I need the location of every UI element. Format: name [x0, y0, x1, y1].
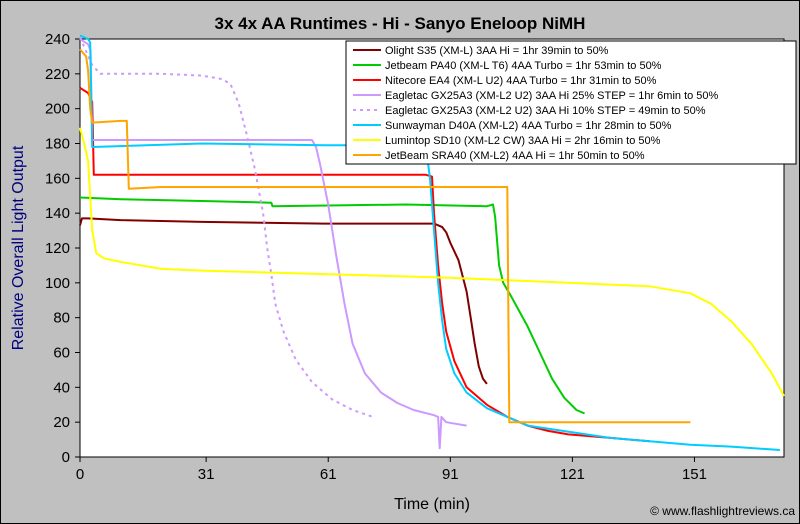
legend-entry: Eagletac GX25A3 (XM-L2 U2) 3AA Hi 10% ST…	[385, 105, 706, 117]
x-tick-label: 0	[76, 466, 84, 483]
x-tick-label: 31	[198, 466, 215, 483]
legend-entry: Eagletac GX25A3 (XM-L2 U2) 3AA Hi 25% ST…	[385, 90, 719, 102]
y-tick-label: 240	[45, 31, 70, 48]
series-line-3	[79, 86, 650, 443]
legend: Olight S35 (XM-L) 3AA Hi = 1hr 39min to …	[345, 40, 797, 165]
series-line-4	[79, 38, 467, 450]
series-line-1	[79, 217, 488, 385]
x-axis-label: Time (min)	[394, 496, 470, 513]
legend-box	[345, 40, 797, 165]
y-tick-label: 180	[45, 136, 70, 153]
y-tick-label: 20	[53, 414, 70, 431]
legend-entry: Sunwayman D40A (XM-L2) 4AA Turbo = 1hr 2…	[385, 120, 672, 132]
y-tick-label: 140	[45, 205, 70, 222]
x-axis: 0 31 61 91 121 151	[76, 457, 707, 483]
legend-entry: JetBeam SRA40 (XM-L2) 4AA Hi = 1hr 50min…	[385, 150, 645, 162]
legend-entry: Lumintop SD10 (XM-L2 CW) 3AA Hi = 2hr 16…	[385, 135, 661, 147]
credit-text: © www.flashlightreviews.ca	[650, 504, 795, 518]
y-tick-label: 60	[53, 345, 70, 362]
y-tick-label: 80	[53, 310, 70, 327]
series-line-7	[79, 127, 785, 397]
y-tick-label: 0	[62, 449, 70, 466]
x-tick-label: 121	[560, 466, 585, 483]
chart-title: 3x 4x AA Runtimes - Hi - Sanyo Eneloop N…	[215, 14, 586, 33]
y-tick-label: 160	[45, 170, 70, 187]
series-line-8	[79, 48, 691, 424]
y-tick-label: 40	[53, 379, 70, 396]
legend-entry: Jetbeam PA40 (XM-L T6) 4AA Turbo = 1hr 5…	[385, 60, 662, 72]
y-tick-label: 220	[45, 66, 70, 83]
legend-entry: Nitecore EA4 (XM-L U2) 4AA Turbo = 1hr 3…	[385, 75, 657, 87]
legend-entry: Olight S35 (XM-L) 3AA Hi = 1hr 39min to …	[385, 45, 609, 57]
series-line-2	[79, 196, 585, 415]
x-tick-label: 91	[442, 466, 459, 483]
y-tick-label: 120	[45, 240, 70, 257]
y-tick-label: 200	[45, 101, 70, 118]
y-tick-label: 100	[45, 275, 70, 292]
y-axis-label: Relative Overall Light Output	[10, 145, 27, 350]
series-lines	[79, 34, 785, 451]
y-axis: 0 20 40 60 80 100 120 140 160 180 200 220 240	[45, 31, 80, 466]
x-tick-label: 151	[682, 466, 707, 483]
x-tick-label: 61	[320, 466, 337, 483]
series-line-6	[79, 34, 780, 451]
